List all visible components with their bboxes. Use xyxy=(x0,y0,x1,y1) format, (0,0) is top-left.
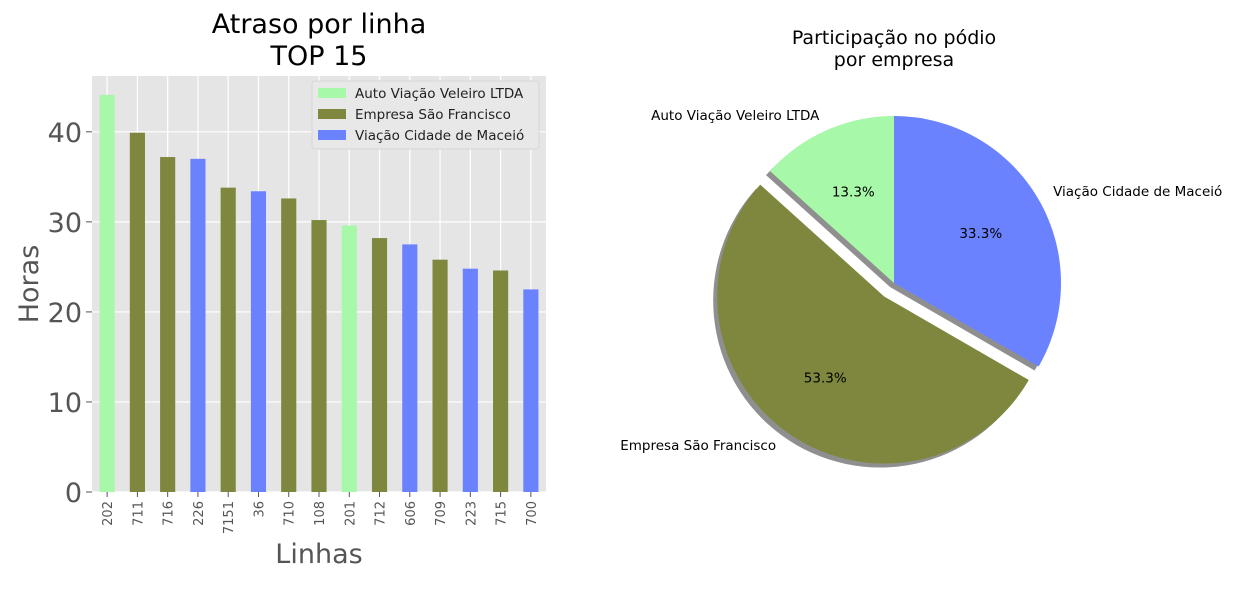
bar xyxy=(462,268,478,492)
pie-slices xyxy=(717,116,1061,464)
y-tick-labels: 0 10 20 30 40 xyxy=(48,118,92,509)
pie-labels: 13.3% Auto Viação Veleiro LTDA 53.3% Empres… xyxy=(620,108,1222,454)
x-tick-label: 202 xyxy=(101,501,116,526)
bar xyxy=(371,238,388,492)
legend-swatch xyxy=(318,130,346,140)
x-tick-label: 709 xyxy=(434,501,449,526)
y-tick-label: 0 xyxy=(65,478,82,509)
bar xyxy=(432,259,448,492)
y-tick-label: 10 xyxy=(48,388,82,419)
x-tick-label: 108 xyxy=(313,501,328,526)
x-tick-label: 716 xyxy=(162,501,177,526)
bar xyxy=(493,270,509,492)
bar xyxy=(220,187,236,492)
pie-chart-title: Participação no pódio por empresa xyxy=(792,27,996,71)
bar xyxy=(160,157,176,493)
bar xyxy=(523,289,539,492)
bar xyxy=(311,220,327,492)
x-tick-label: 710 xyxy=(283,501,298,526)
bar-chart: 0 10 20 30 40 202 711 716 226 7151 36 710 108 201 712… xyxy=(14,9,546,570)
bar xyxy=(341,225,357,492)
pie-label: Empresa São Francisco xyxy=(620,438,776,454)
bar-chart-title: Atraso por linha TOP 15 xyxy=(212,9,427,72)
y-axis-label: Horas xyxy=(14,245,45,324)
pie-percent-label: 13.3% xyxy=(832,184,875,200)
pie-percent-label: 53.3% xyxy=(804,371,847,387)
bar xyxy=(402,244,418,492)
x-tick-labels: 202 711 716 226 7151 36 710 108 201 712 606 709 223 7… xyxy=(101,492,540,534)
pie-label: Auto Viação Veleiro LTDA xyxy=(651,108,820,124)
legend-label: Viação Cidade de Maceió xyxy=(355,128,524,144)
bar xyxy=(281,198,297,493)
bar xyxy=(99,94,115,492)
x-tick-label: 700 xyxy=(525,501,540,526)
pie-slice xyxy=(894,116,1061,367)
x-tick-label: 711 xyxy=(131,501,146,526)
legend-label: Empresa São Francisco xyxy=(355,107,511,123)
x-tick-label: 36 xyxy=(252,501,267,518)
pie-slice xyxy=(717,184,1029,464)
y-tick-label: 20 xyxy=(48,298,82,329)
y-tick-label: 40 xyxy=(48,118,82,149)
pie-slice xyxy=(770,116,894,283)
pie-label: Viação Cidade de Maceió xyxy=(1053,184,1222,200)
legend-swatch xyxy=(318,88,346,98)
x-tick-label: 606 xyxy=(404,501,419,526)
bar-series xyxy=(99,94,539,493)
bar xyxy=(250,191,267,492)
legend: Auto Viação Veleiro LTDA Empresa São Fran… xyxy=(311,80,540,150)
legend-label: Auto Viação Veleiro LTDA xyxy=(355,86,524,102)
x-tick-label: 226 xyxy=(192,501,207,526)
pie-chart: Participação no pódio por empresa 13.3% Au… xyxy=(620,27,1222,468)
pie-percent-label: 33.3% xyxy=(959,226,1002,242)
bar xyxy=(129,132,145,492)
bar xyxy=(190,158,206,492)
x-tick-label: 715 xyxy=(495,501,510,526)
legend-swatch xyxy=(318,109,346,119)
x-tick-label: 223 xyxy=(464,501,479,526)
y-tick-label: 30 xyxy=(48,208,82,239)
x-axis-label: Linhas xyxy=(275,539,362,570)
legend-box xyxy=(311,80,540,150)
x-tick-label: 201 xyxy=(343,501,358,526)
x-tick-label: 7151 xyxy=(222,501,237,534)
x-tick-label: 712 xyxy=(374,501,389,526)
